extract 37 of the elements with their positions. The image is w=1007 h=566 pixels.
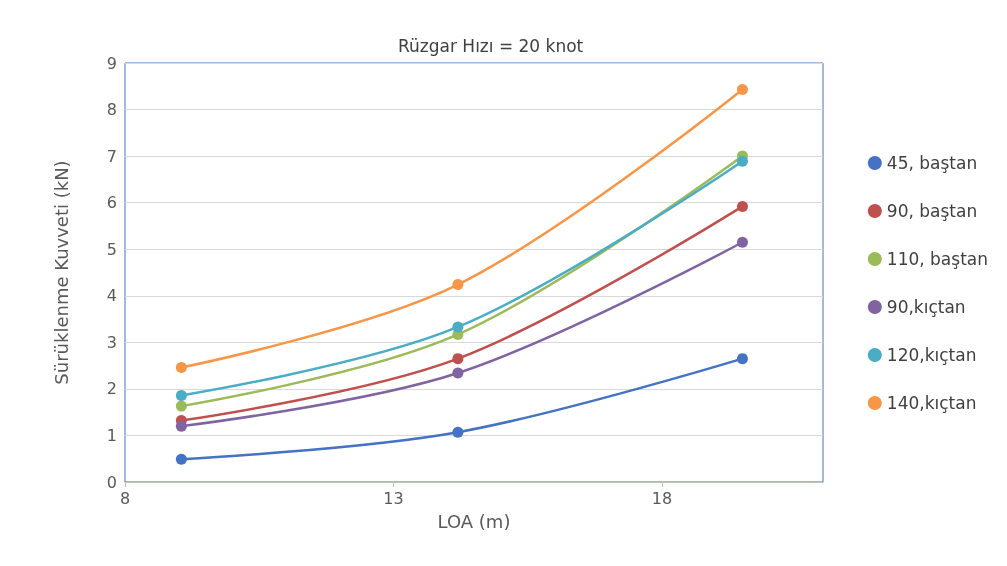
legend-label: 120,kıçtan <box>886 345 977 365</box>
y-tick-label: 3 <box>106 332 117 352</box>
chart-title: Rüzgar Hızı = 20 knot <box>398 35 584 56</box>
y-tick-label: 2 <box>106 379 117 399</box>
y-tick-label: 1 <box>106 425 117 445</box>
x-tick-label: 18 <box>651 488 673 508</box>
legend-label: 90,kıçtan <box>886 297 966 317</box>
point <box>452 426 464 438</box>
legend-label: 90, baştan <box>886 201 978 221</box>
point <box>175 420 187 432</box>
y-tick-label: 4 <box>106 286 117 306</box>
point <box>736 353 748 365</box>
y-tick-label: 0 <box>106 472 117 492</box>
y-tick-label: 9 <box>106 53 117 73</box>
x-tick-label: 13 <box>383 488 404 508</box>
y-tick-label: 7 <box>106 146 117 166</box>
point <box>452 353 464 365</box>
y-tick-label: 5 <box>106 239 117 259</box>
legend-label: 110, baştan <box>886 249 989 269</box>
point <box>736 236 748 248</box>
x-tick-label: 8 <box>119 488 131 508</box>
y-axis-title: Sürüklenme Kuvveti (kN) <box>50 160 72 385</box>
legend-label: 45, baştan <box>886 153 978 173</box>
point <box>175 453 187 465</box>
point <box>452 279 464 291</box>
point <box>736 84 748 96</box>
point <box>175 389 187 401</box>
point <box>452 321 464 333</box>
point <box>736 155 748 167</box>
point <box>175 400 187 412</box>
point <box>736 200 748 212</box>
x-axis-title: LOA (m) <box>437 510 511 532</box>
point <box>452 367 464 379</box>
y-tick-label: 8 <box>106 100 117 120</box>
legend-label: 140,kıçtan <box>886 393 977 413</box>
point <box>175 361 187 373</box>
y-tick-label: 6 <box>106 193 117 213</box>
